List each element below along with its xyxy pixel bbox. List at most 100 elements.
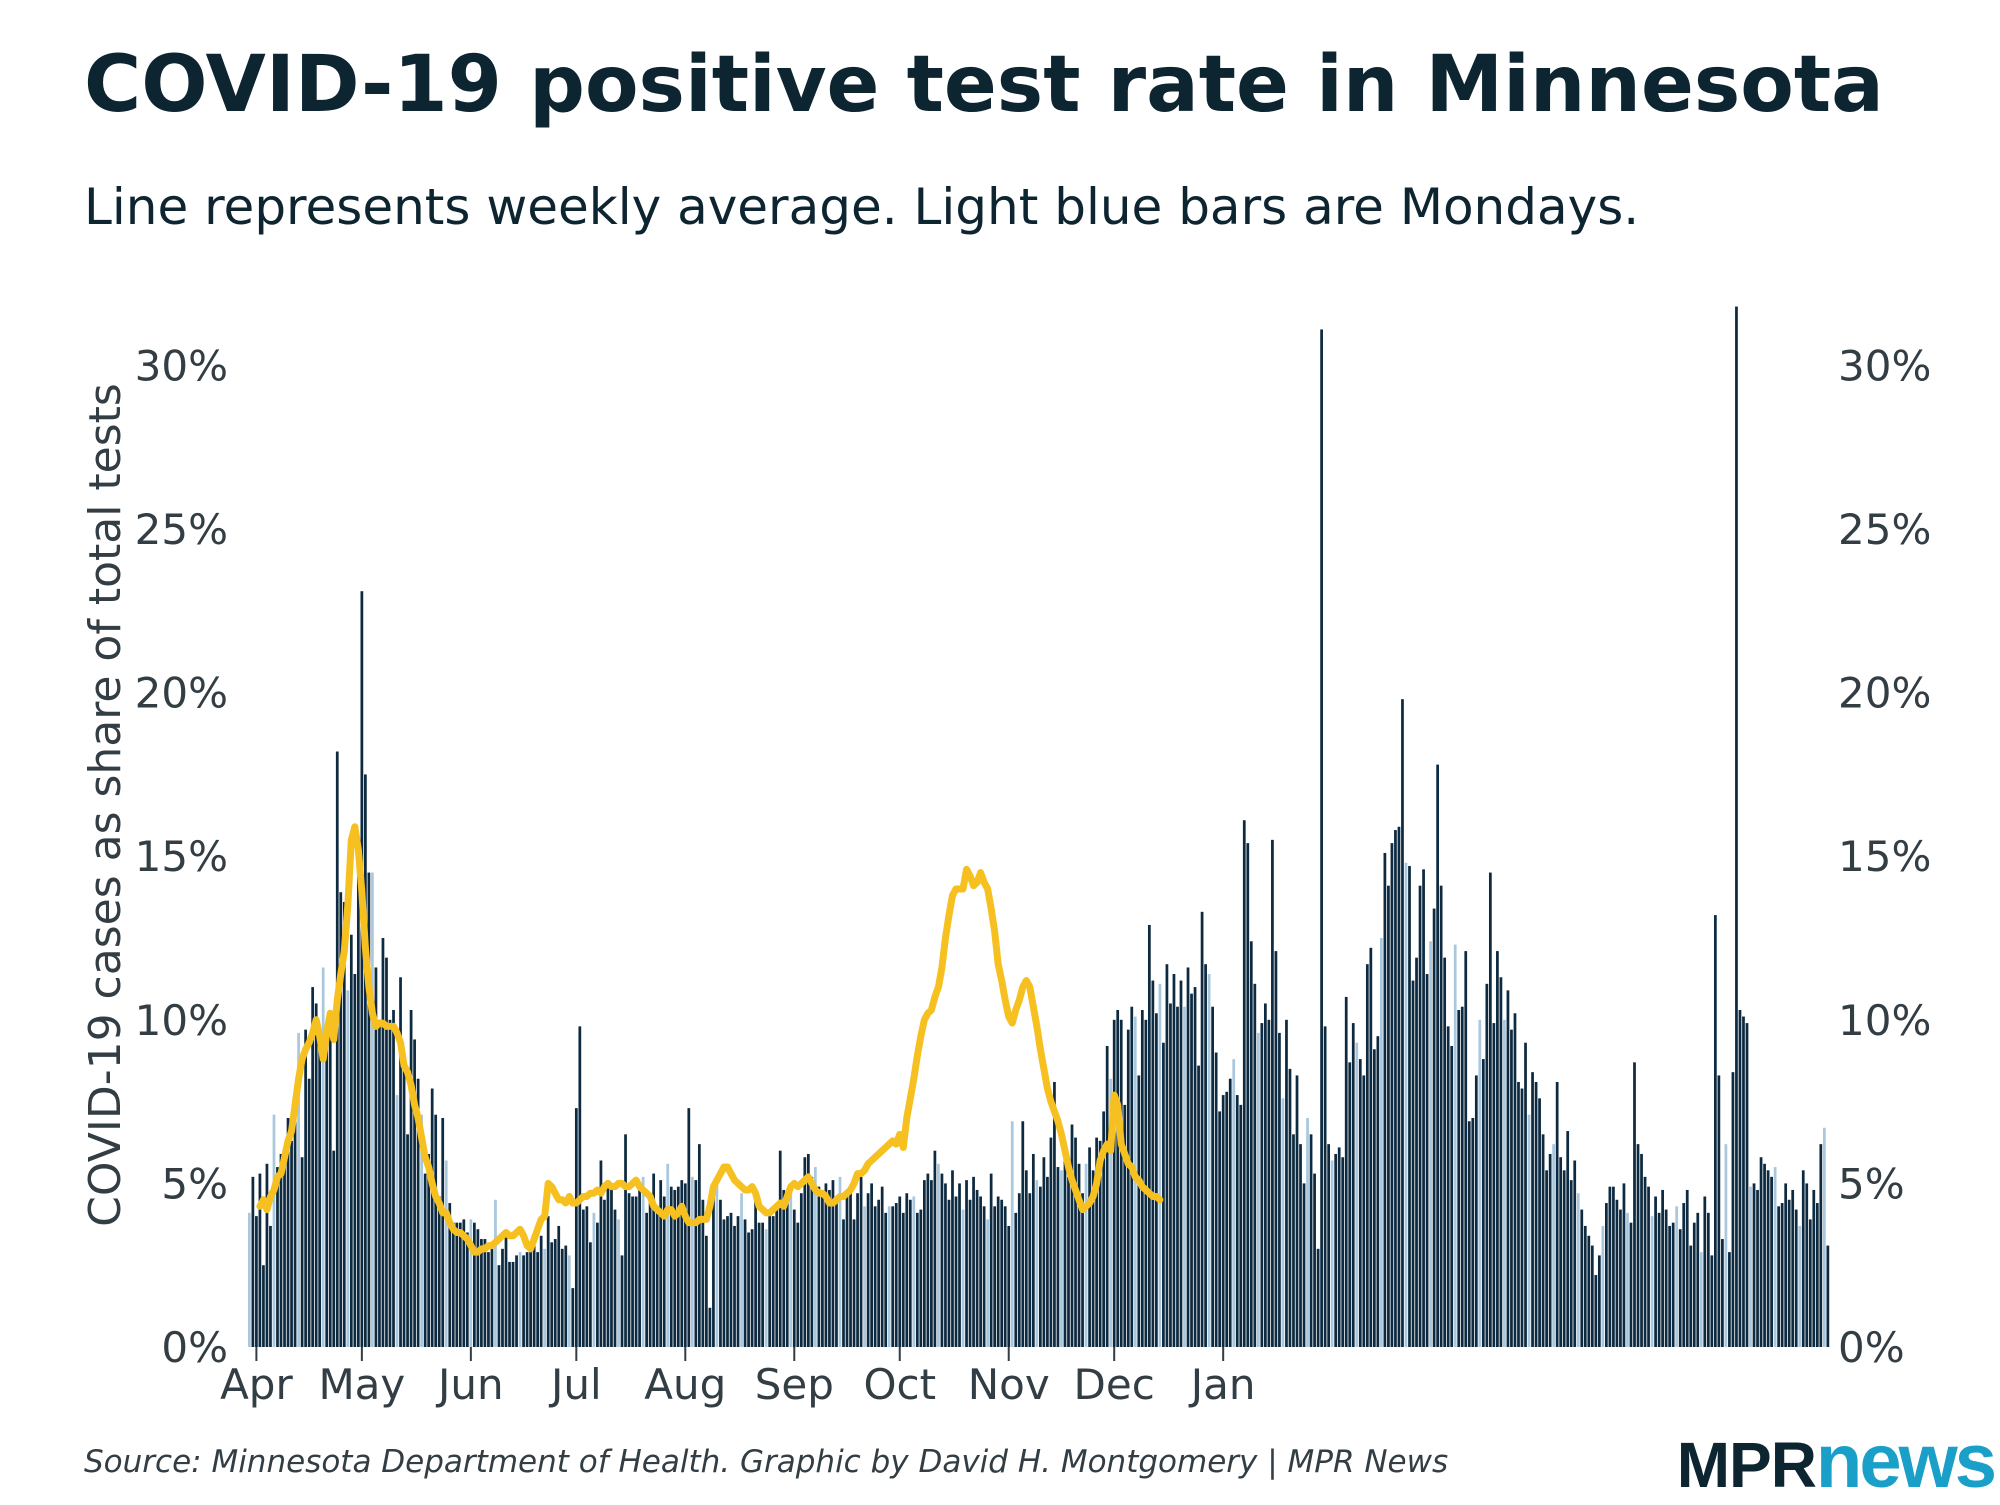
bar — [1612, 1186, 1615, 1347]
logo-mpr: MPR — [1676, 1429, 1817, 1501]
bar — [1717, 1075, 1721, 1347]
bar — [1014, 1212, 1018, 1347]
bar — [1369, 947, 1373, 1347]
bar — [1668, 1225, 1672, 1347]
bar — [508, 1261, 511, 1347]
bar — [342, 902, 346, 1347]
bar — [610, 1189, 613, 1347]
bar — [944, 1183, 947, 1347]
y-axis-left: 0% 5% 10% 15% 20% 25% 30% — [135, 341, 228, 1372]
bar — [669, 1186, 673, 1347]
bar — [1067, 1176, 1070, 1347]
bar-monday — [1626, 1212, 1629, 1347]
bar — [1671, 1222, 1675, 1347]
bar — [884, 1212, 888, 1347]
bar-monday — [567, 1255, 571, 1347]
bar-monday — [346, 990, 350, 1347]
bar-monday — [814, 1167, 817, 1347]
bar — [1358, 1059, 1362, 1347]
bar-monday — [1552, 1144, 1556, 1347]
x-tick-label: Sep — [755, 1360, 834, 1409]
bar — [1176, 1006, 1179, 1347]
bar — [1228, 1078, 1232, 1347]
bar — [1548, 1153, 1552, 1347]
bar — [705, 1235, 708, 1347]
bar — [996, 1196, 1000, 1347]
bar — [1467, 1121, 1471, 1347]
bar — [1211, 1006, 1214, 1347]
bar — [304, 1029, 307, 1347]
bar — [1499, 977, 1503, 1347]
bar — [940, 1173, 944, 1347]
bar — [722, 1219, 726, 1347]
y-tick-label-left: 0% — [161, 1323, 228, 1372]
bar — [603, 1199, 606, 1347]
bar — [1706, 1212, 1710, 1347]
bar — [1770, 1176, 1773, 1347]
bar — [676, 1186, 680, 1347]
y-tick-label-right: 30% — [1838, 341, 1931, 390]
bar — [852, 1219, 856, 1347]
bar — [328, 1026, 332, 1347]
bar — [539, 1235, 543, 1347]
bar — [1292, 1134, 1295, 1347]
bar — [1443, 957, 1447, 1347]
bar — [1387, 885, 1390, 1347]
bar — [1446, 1026, 1450, 1347]
bar — [255, 1216, 258, 1348]
bar — [757, 1222, 761, 1347]
bar — [880, 1186, 884, 1347]
bar — [1801, 1170, 1805, 1347]
bar-monday — [1503, 1019, 1506, 1347]
bar — [388, 1019, 392, 1347]
bar — [300, 1157, 304, 1347]
bar — [455, 1222, 459, 1347]
bar — [1812, 1189, 1816, 1347]
bar — [290, 1140, 293, 1347]
bar-monday — [1429, 941, 1432, 1347]
bar — [1657, 1212, 1661, 1347]
bar — [1042, 1157, 1046, 1347]
bar — [1418, 885, 1422, 1347]
bar — [265, 1163, 269, 1347]
bar — [311, 987, 315, 1347]
bar — [894, 1203, 898, 1347]
bar — [1193, 987, 1197, 1347]
bar — [1288, 1068, 1292, 1347]
bar — [1615, 1199, 1619, 1347]
y-tick-label-left: 10% — [135, 996, 228, 1045]
y-tick-label-right: 20% — [1838, 669, 1931, 718]
bar — [1728, 1252, 1731, 1347]
bar-monday — [297, 1032, 300, 1347]
bar — [1260, 1023, 1264, 1347]
bar — [712, 1196, 715, 1347]
y-tick-label-left: 20% — [135, 669, 228, 718]
bar — [634, 1196, 638, 1347]
bar — [796, 1222, 800, 1347]
y-axis-label: COVID-19 cases as share of total tests — [80, 383, 131, 1227]
bar — [1390, 843, 1394, 1347]
bar — [859, 1176, 863, 1347]
bar — [687, 1108, 691, 1347]
bar — [743, 1219, 747, 1347]
bar — [954, 1196, 958, 1347]
bars-group — [248, 306, 1830, 1348]
x-tick-label: Jul — [548, 1360, 602, 1409]
bar — [1348, 1062, 1352, 1347]
bar — [1439, 885, 1443, 1347]
bar — [553, 1239, 557, 1347]
bar — [1397, 826, 1401, 1347]
bar — [975, 1189, 979, 1347]
bar — [1460, 1006, 1464, 1347]
bar — [1661, 1189, 1664, 1347]
bar-monday — [1256, 1032, 1260, 1347]
bar — [1488, 872, 1492, 1347]
bar — [951, 1170, 954, 1347]
bar — [1545, 1170, 1548, 1347]
x-tick-label: Jun — [435, 1360, 504, 1409]
bar — [487, 1252, 490, 1347]
bar-monday — [1650, 1216, 1654, 1348]
bar — [1112, 1019, 1116, 1347]
bar — [747, 1232, 750, 1347]
bar — [1735, 306, 1738, 1347]
